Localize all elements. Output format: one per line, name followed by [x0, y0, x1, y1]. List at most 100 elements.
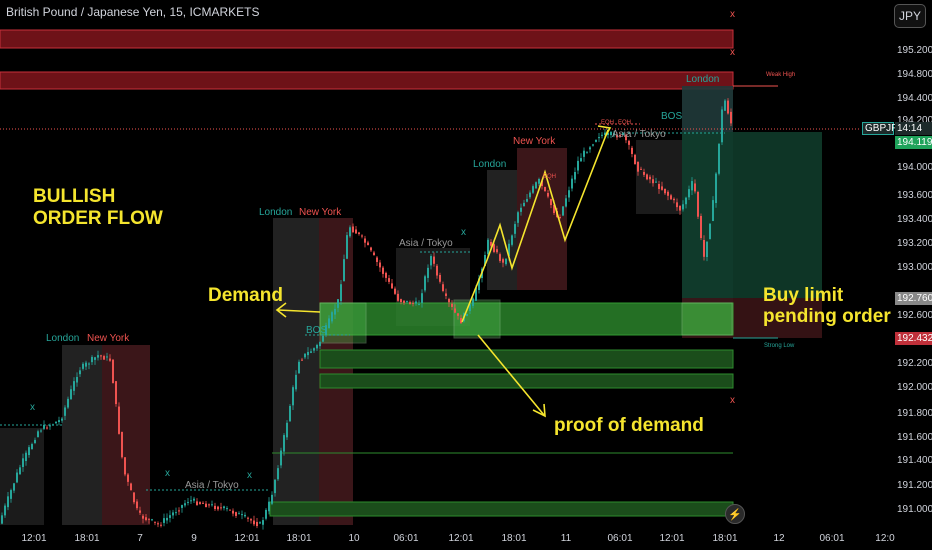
- candle-body: [574, 172, 576, 180]
- candle-body: [652, 179, 654, 184]
- demand-highlight-left: [319, 302, 367, 344]
- candle-body: [676, 202, 678, 208]
- time-axis-label: 9: [191, 533, 197, 544]
- candle-body: [184, 503, 186, 506]
- session-label-newyork-1: New York: [87, 333, 130, 344]
- session-box-newyork-1: [102, 345, 150, 525]
- time-axis-label: 12:01: [21, 533, 47, 544]
- price-axis-label: 193.200: [897, 238, 932, 249]
- candle-body: [721, 109, 723, 143]
- candle-body: [124, 457, 126, 475]
- candle-body: [334, 308, 336, 315]
- candle-body: [163, 518, 165, 523]
- candle-body: [715, 173, 717, 203]
- lightning-icon[interactable]: ⚡: [725, 504, 745, 524]
- candle-body: [682, 204, 684, 210]
- candle-body: [397, 293, 399, 301]
- candle-body: [79, 370, 81, 375]
- candle-body: [166, 517, 168, 521]
- candle-body: [82, 363, 84, 369]
- candle-body: [607, 132, 609, 135]
- price-axis-label: 194.000: [897, 162, 932, 173]
- candle-body: [508, 243, 510, 256]
- candle-body: [436, 265, 438, 276]
- candle-body: [697, 192, 699, 217]
- time-axis-label: 06:01: [393, 533, 419, 544]
- candle-body: [43, 424, 45, 429]
- session-label-london-3: London: [473, 159, 507, 170]
- time-axis-label: 06:01: [819, 533, 845, 544]
- candle-body: [337, 299, 339, 308]
- candle-body: [169, 515, 171, 518]
- candle-body: [373, 252, 375, 256]
- countdown-tag: 14:14: [895, 122, 932, 135]
- demand-zone-lower-2: [319, 373, 734, 389]
- candle-body: [316, 344, 318, 349]
- candle-body: [67, 398, 69, 408]
- session-label-asia-1: Asia / Tokyo: [185, 480, 239, 491]
- candle-body: [568, 190, 570, 198]
- candle-body: [517, 212, 519, 223]
- candle-body: [451, 303, 453, 307]
- candle-body: [589, 147, 591, 150]
- candle-body: [280, 450, 282, 466]
- candle-body: [4, 505, 6, 516]
- time-axis-label: 11: [560, 533, 572, 544]
- candle-body: [547, 193, 549, 197]
- candle-body: [430, 256, 432, 266]
- price-axis-label: 193.000: [897, 262, 932, 273]
- candle-body: [709, 223, 711, 239]
- candle-body: [616, 135, 618, 138]
- candle-body: [307, 351, 309, 356]
- currency-button[interactable]: JPY: [894, 4, 926, 28]
- candle-body: [232, 510, 234, 514]
- candle-body: [97, 355, 99, 358]
- candle-body: [7, 496, 9, 508]
- candle-body: [457, 313, 459, 316]
- candle-body: [376, 257, 378, 262]
- candle-body: [643, 172, 645, 175]
- candle-body: [613, 132, 615, 135]
- candle-body: [646, 174, 648, 180]
- candle-body: [622, 132, 624, 135]
- x-mark-5: x: [730, 9, 735, 20]
- candle-body: [394, 288, 396, 294]
- candle-body: [427, 267, 429, 278]
- candle-body: [211, 504, 213, 506]
- x-mark-7: x: [730, 395, 735, 406]
- candle-body: [409, 302, 411, 305]
- candle-body: [121, 431, 123, 458]
- candle-body: [535, 182, 537, 189]
- candle-body: [292, 387, 294, 406]
- candle-body: [28, 447, 30, 455]
- candle-body: [226, 508, 228, 510]
- candle-body: [400, 299, 402, 302]
- price-axis-label: 191.400: [897, 455, 932, 466]
- price-tag-entry: 192.760: [895, 292, 932, 305]
- candle-body: [247, 517, 249, 519]
- session-box-london-1: [62, 345, 102, 525]
- candle-body: [190, 500, 192, 502]
- price-axis-label: 191.600: [897, 432, 932, 443]
- candle-body: [22, 458, 24, 467]
- bos-label-1: BOS: [306, 325, 328, 336]
- proof-of-demand-label: proof of demand: [554, 415, 704, 436]
- price-axis-label: 191.200: [897, 480, 932, 491]
- candle-body: [217, 506, 219, 510]
- candle-body: [418, 304, 420, 306]
- candle-body: [154, 521, 156, 523]
- candle-body: [148, 518, 150, 520]
- time-axis-label: 12:01: [234, 533, 260, 544]
- candle-body: [514, 224, 516, 234]
- candle-body: [700, 216, 702, 239]
- candle-body: [421, 293, 423, 303]
- candle-body: [448, 298, 450, 303]
- candle-body: [499, 254, 501, 261]
- price-tag-stop: 192.432: [895, 332, 932, 345]
- candle-body: [208, 504, 210, 506]
- candle-body: [118, 406, 120, 434]
- candle-body: [199, 502, 201, 504]
- candle-body: [58, 420, 60, 423]
